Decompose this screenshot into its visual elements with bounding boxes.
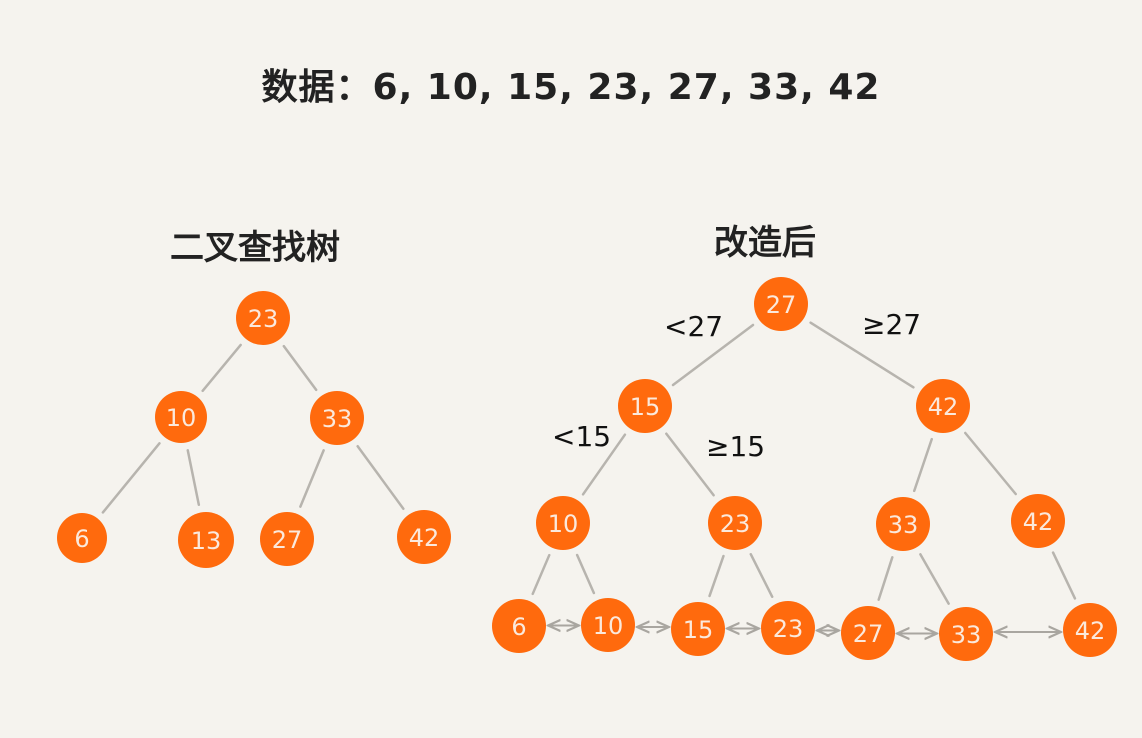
tree-edge-L10-L6 — [101, 442, 161, 514]
tree-edge-R27-R42a — [809, 321, 915, 389]
tree-edge-L33-L27 — [299, 449, 325, 508]
label-less-than-27: <27 — [664, 310, 724, 343]
tree-edge-R42a-R33a — [912, 437, 934, 493]
tree-edge-R15-R10a — [581, 433, 627, 496]
modified-node-R23a — [708, 496, 762, 550]
tree-edge-R10a-R6 — [531, 553, 551, 596]
modified-node-label-R10a: 10 — [548, 510, 579, 538]
modified-node-label-R27: 27 — [766, 291, 797, 319]
modified-node-R27 — [754, 277, 808, 331]
modified-node-R15 — [618, 379, 672, 433]
bst-node-label-L6: 6 — [74, 525, 89, 553]
tree-edge-R23a-R15b — [708, 554, 725, 598]
modified-node-label-R6: 6 — [511, 613, 526, 641]
tree-edge-R10a-R10b — [575, 553, 596, 595]
modified-node-label-R42b: 42 — [1023, 508, 1054, 536]
bst-node-L23 — [236, 291, 290, 345]
bst-node-label-L27: 27 — [272, 526, 303, 554]
tree-edge-R33a-R27b — [877, 556, 894, 601]
tree-edge-L33-L42 — [356, 445, 405, 510]
tree-edge-R15-R23a — [665, 432, 715, 497]
modified-node-R42b — [1011, 494, 1065, 548]
modified-node-label-R42a: 42 — [928, 393, 959, 421]
tree-edge-R42a-R42b — [964, 431, 1017, 496]
modified-node-label-R15: 15 — [630, 393, 661, 421]
bst-node-label-L42: 42 — [409, 524, 440, 552]
bst-node-L13 — [178, 512, 234, 568]
modified-node-label-R15b: 15 — [683, 616, 714, 644]
tree-edge-R27-R15 — [671, 323, 755, 387]
modified-node-label-R42c: 42 — [1075, 617, 1106, 645]
modified-node-label-R33b: 33 — [951, 621, 982, 649]
tree-edge-L23-L10 — [201, 343, 242, 393]
modified-node-label-R23a: 23 — [720, 510, 751, 538]
tree-edge-R42b-R42c — [1051, 551, 1077, 600]
tree-edge-R23a-R23b — [749, 552, 774, 599]
modified-node-R10a — [536, 496, 590, 550]
bst-node-L27 — [260, 512, 314, 566]
data-title: 数据：6, 10, 15, 23, 27, 33, 42 — [261, 67, 881, 108]
modified-node-label-R33a: 33 — [888, 511, 919, 539]
tree-edge-L10-L13 — [186, 449, 201, 506]
modified-node-R10b — [581, 598, 635, 652]
modified-tree-heading: 改造后 — [714, 223, 816, 263]
modified-node-R42c — [1063, 603, 1117, 657]
tree-edge-L23-L33 — [282, 344, 318, 392]
label-less-than-15: <15 — [552, 420, 612, 453]
tree-edge-R33a-R33b — [919, 553, 950, 605]
modified-node-R27b — [841, 606, 895, 660]
modified-node-R23b — [761, 601, 815, 655]
label-at-least-27: ≥27 — [862, 308, 922, 341]
modified-node-R33a — [876, 497, 930, 551]
modified-node-R33b — [939, 607, 993, 661]
modified-node-label-R27b: 27 — [853, 620, 884, 648]
binary-search-tree-heading: 二叉查找树 — [170, 228, 340, 268]
bst-node-label-L10: 10 — [166, 404, 197, 432]
label-at-least-15: ≥15 — [706, 430, 766, 463]
bst-node-label-L23: 23 — [248, 305, 279, 333]
bst-node-L10 — [155, 391, 207, 443]
modified-node-label-R10b: 10 — [593, 612, 624, 640]
modified-node-label-R23b: 23 — [773, 615, 804, 643]
bst-node-L6 — [57, 513, 107, 563]
bst-node-label-L33: 33 — [322, 405, 353, 433]
modified-node-R6 — [492, 599, 546, 653]
bst-node-L33 — [310, 391, 364, 445]
modified-node-R42a — [916, 379, 970, 433]
modified-node-R15b — [671, 602, 725, 656]
bst-node-L42 — [397, 510, 451, 564]
bst-node-label-L13: 13 — [191, 527, 222, 555]
